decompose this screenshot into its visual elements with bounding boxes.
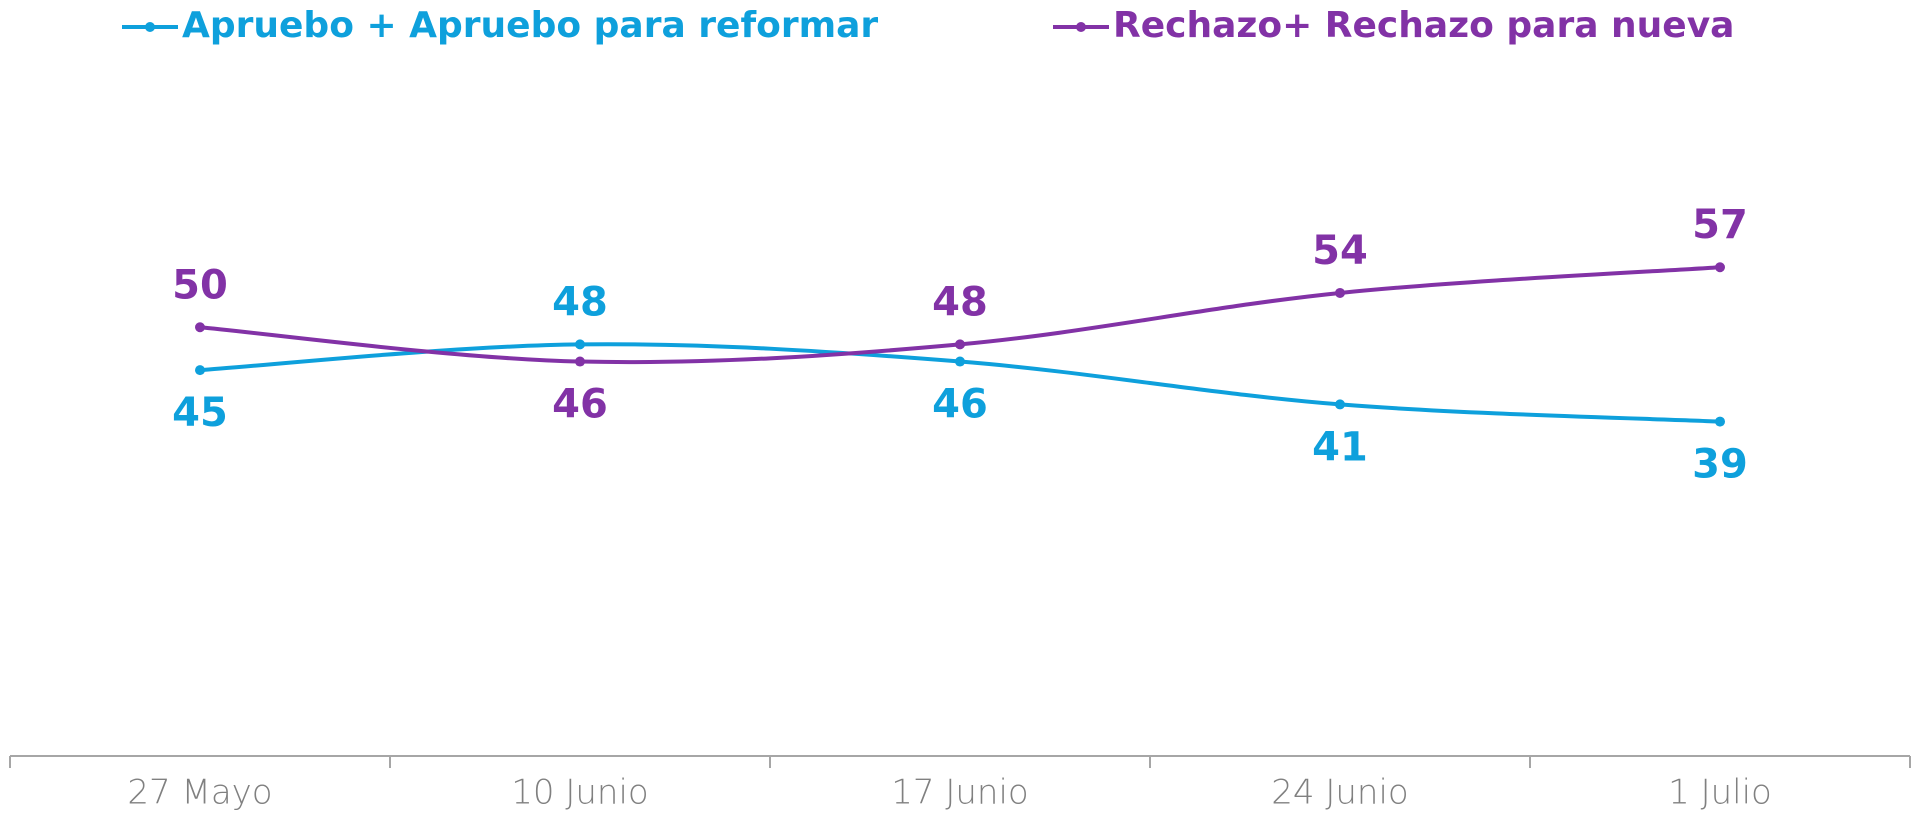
data-label: 46 [552,382,608,428]
data-point [1335,399,1345,410]
data-label: 57 [1692,202,1748,248]
data-point [575,356,585,367]
data-point [1715,416,1725,427]
data-label: 45 [172,390,228,436]
data-point [955,339,965,350]
data-label: 48 [552,279,608,325]
x-tick-label: 17 Junio [891,773,1028,813]
data-point [955,356,965,367]
x-tick-label: 10 Junio [511,773,648,813]
data-label: 46 [932,382,988,428]
data-point [195,365,205,376]
data-label: 48 [932,279,988,325]
data-label: 54 [1312,228,1368,274]
data-label: 39 [1692,442,1748,488]
legend-dot [1076,22,1086,32]
data-label: 50 [172,262,228,308]
data-point [195,322,205,333]
legend-label: Rechazo+ Rechazo para nueva [1113,5,1734,46]
data-point [1715,262,1725,273]
legend-label: Apruebo + Apruebo para reformar [182,5,878,46]
data-point [1335,287,1345,298]
x-tick-label: 1 Julio [1668,773,1772,813]
legend-dot [145,22,155,32]
data-label: 41 [1312,424,1368,470]
x-tick-label: 24 Junio [1271,773,1408,813]
x-tick-label: 27 Mayo [127,773,272,813]
data-point [575,339,585,350]
